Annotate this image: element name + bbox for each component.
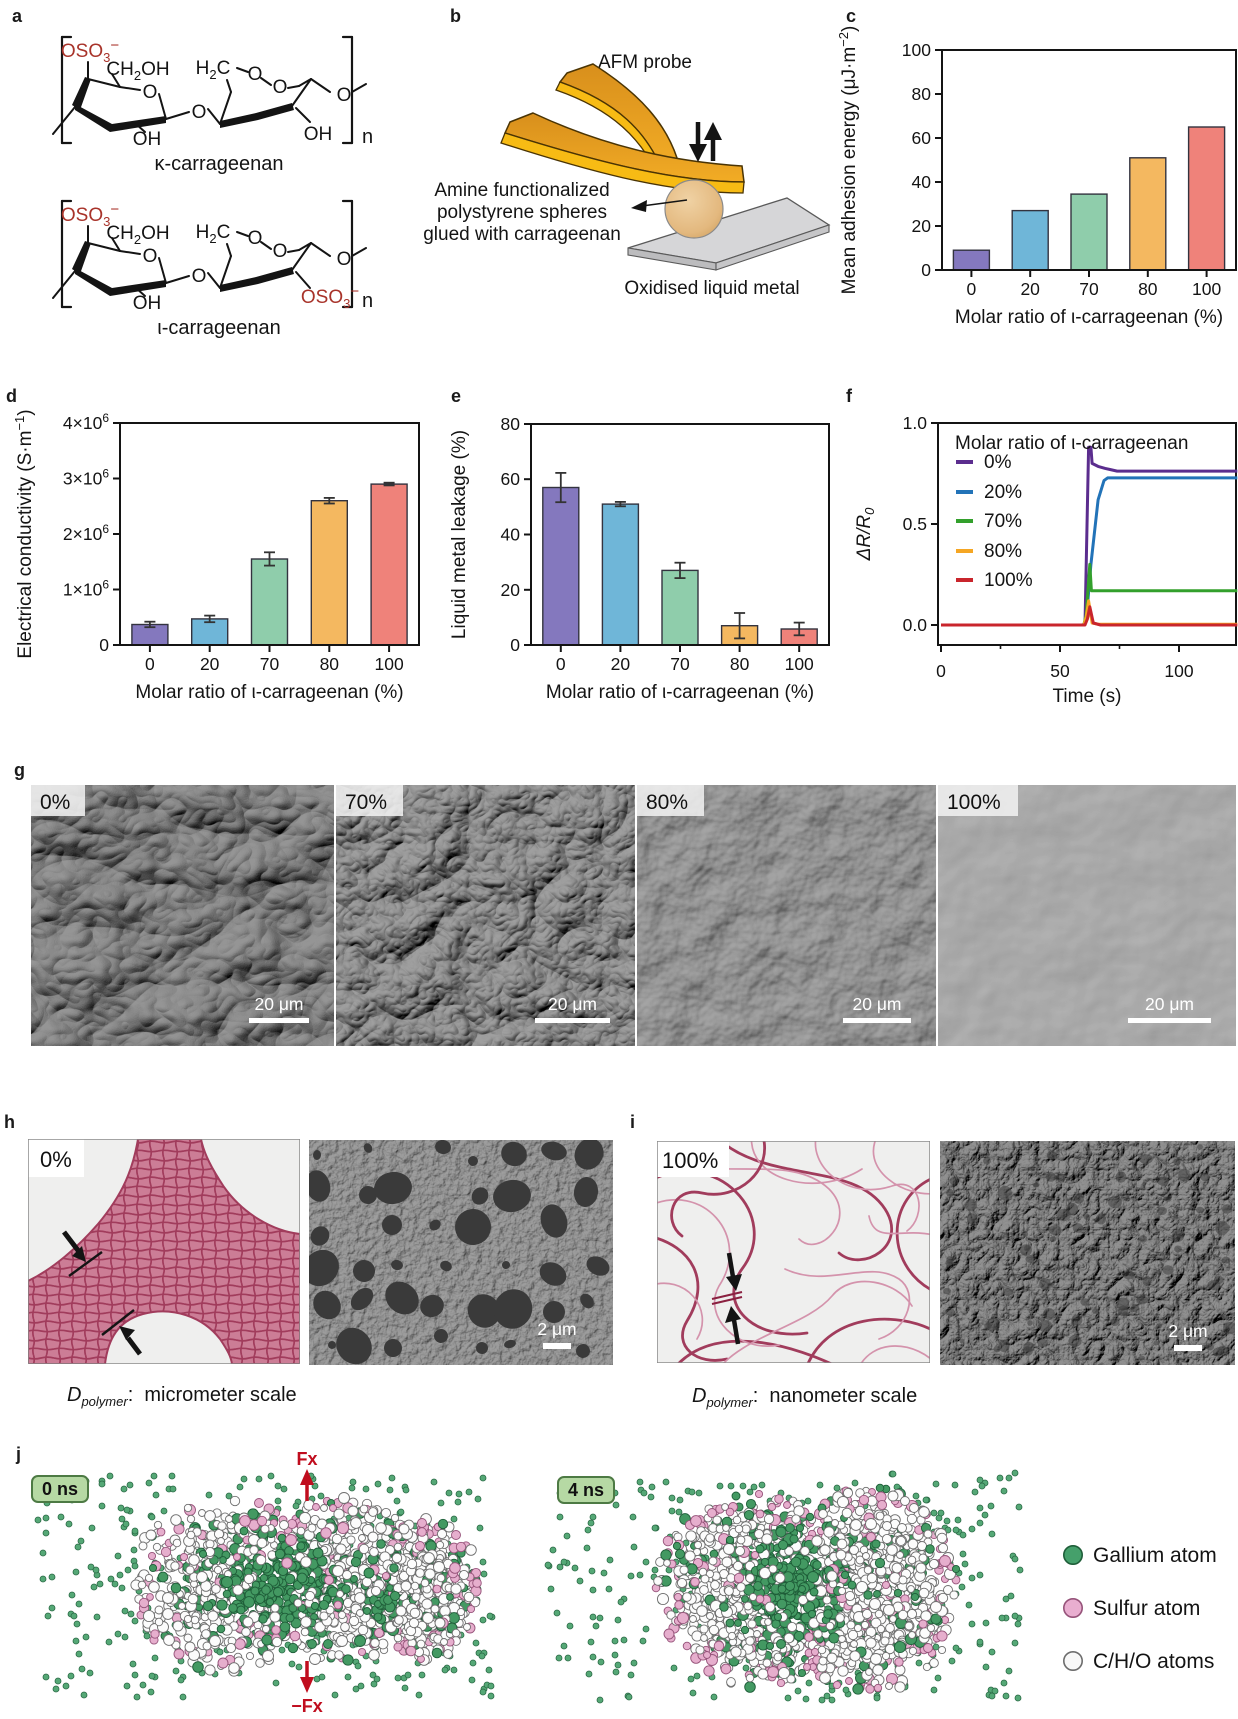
svg-text:0.0: 0.0 xyxy=(903,615,928,635)
svg-text:80%: 80% xyxy=(984,541,1022,562)
svg-text:Electrical conductivity (S·m−1: Electrical conductivity (S·m−1) xyxy=(12,409,36,658)
svg-text:40: 40 xyxy=(912,172,932,192)
svg-text:OSO3−: OSO3− xyxy=(301,283,359,311)
svg-text:0: 0 xyxy=(510,635,520,655)
svg-text:80: 80 xyxy=(730,654,750,674)
svg-text:70: 70 xyxy=(1079,279,1099,299)
svg-text:0%: 0% xyxy=(40,791,70,814)
svg-text:Gallium atom: Gallium atom xyxy=(1093,1544,1217,1567)
svg-text:ΔR/R0: ΔR/R0 xyxy=(854,507,877,561)
svg-text:100: 100 xyxy=(785,654,814,674)
svg-text:80: 80 xyxy=(1138,279,1158,299)
svg-text:H2C: H2C xyxy=(196,58,231,82)
svg-text:4 ns: 4 ns xyxy=(568,1480,604,1500)
svg-text:100%: 100% xyxy=(984,570,1033,591)
svg-text:80: 80 xyxy=(501,414,521,434)
svg-text:0: 0 xyxy=(936,661,946,681)
svg-text:O: O xyxy=(192,102,207,123)
svg-text:60: 60 xyxy=(501,469,521,489)
svg-text:2 μm: 2 μm xyxy=(537,1319,576,1339)
svg-text:100%: 100% xyxy=(947,791,1001,814)
svg-text:OSO3−: OSO3− xyxy=(61,37,119,65)
svg-text:O: O xyxy=(248,228,263,249)
svg-text:3×106: 3×106 xyxy=(63,467,109,489)
svg-text:80: 80 xyxy=(320,654,340,674)
svg-text:Mean adhesion energy (μJ·m−2): Mean adhesion energy (μJ·m−2) xyxy=(836,26,860,295)
svg-text:O: O xyxy=(337,249,352,270)
svg-text:Molar ratio of ι-carrageenan (: Molar ratio of ι-carrageenan (%) xyxy=(546,682,814,703)
svg-text:OH: OH xyxy=(304,124,333,145)
svg-text:O: O xyxy=(143,246,158,267)
svg-text:2×106: 2×106 xyxy=(63,522,109,544)
svg-text:40: 40 xyxy=(501,525,521,545)
svg-text:0: 0 xyxy=(921,260,931,280)
svg-text:C/H/O atoms: C/H/O atoms xyxy=(1093,1650,1214,1673)
svg-text:Oxidised liquid metal: Oxidised liquid metal xyxy=(624,278,799,299)
svg-text:80%: 80% xyxy=(646,791,688,814)
svg-text:20: 20 xyxy=(912,216,932,236)
svg-text:CH2OH: CH2OH xyxy=(106,59,169,83)
svg-text:20 μm: 20 μm xyxy=(1145,994,1194,1014)
svg-text:20 μm: 20 μm xyxy=(548,994,597,1014)
svg-text:100: 100 xyxy=(1192,279,1221,299)
svg-text:Fx: Fx xyxy=(296,1449,317,1469)
svg-text:AFM probe: AFM probe xyxy=(598,52,692,73)
svg-text:20: 20 xyxy=(611,654,631,674)
svg-text:Molar ratio of ι-carrageenan: Molar ratio of ι-carrageenan xyxy=(955,433,1188,454)
svg-text:80: 80 xyxy=(912,84,932,104)
svg-text:0.5: 0.5 xyxy=(903,514,927,534)
svg-text:1×106: 1×106 xyxy=(63,578,109,600)
svg-text:4×106: 4×106 xyxy=(63,411,109,433)
svg-text:1.0: 1.0 xyxy=(903,413,928,433)
svg-text:20: 20 xyxy=(501,580,521,600)
svg-text:20: 20 xyxy=(1020,279,1040,299)
svg-text:50: 50 xyxy=(1050,661,1070,681)
svg-text:100%: 100% xyxy=(662,1148,718,1173)
svg-text:100: 100 xyxy=(1164,661,1193,681)
svg-text:H2C: H2C xyxy=(196,222,231,246)
svg-text:70: 70 xyxy=(670,654,690,674)
svg-text:100: 100 xyxy=(902,40,931,60)
svg-text:−Fx: −Fx xyxy=(291,1696,323,1716)
svg-text:Amine functionalized: Amine functionalized xyxy=(434,180,609,201)
svg-text:n: n xyxy=(362,126,373,148)
svg-text:CH2OH: CH2OH xyxy=(106,223,169,247)
svg-text:glued with carrageenan: glued with carrageenan xyxy=(423,224,621,245)
svg-text:60: 60 xyxy=(912,128,932,148)
svg-text:OSO3−: OSO3− xyxy=(61,201,119,229)
svg-text:0%: 0% xyxy=(40,1147,72,1172)
svg-text:O: O xyxy=(273,241,288,262)
svg-text:0: 0 xyxy=(145,654,155,674)
svg-text:O: O xyxy=(192,266,207,287)
svg-text:OH: OH xyxy=(133,293,162,314)
svg-text:O: O xyxy=(273,77,288,98)
svg-text:70: 70 xyxy=(260,654,280,674)
svg-text:20%: 20% xyxy=(984,482,1022,503)
svg-text:Liquid metal leakage (%): Liquid metal leakage (%) xyxy=(449,430,470,639)
svg-text:Time (s): Time (s) xyxy=(1053,686,1122,707)
svg-text:0 ns: 0 ns xyxy=(42,1479,78,1499)
svg-text:n: n xyxy=(362,290,373,312)
svg-text:Sulfur atom: Sulfur atom xyxy=(1093,1597,1200,1620)
svg-text:0: 0 xyxy=(99,635,109,655)
svg-text:70%: 70% xyxy=(345,791,387,814)
svg-text:0: 0 xyxy=(556,654,566,674)
svg-text:20: 20 xyxy=(200,654,220,674)
svg-text:O: O xyxy=(143,82,158,103)
svg-text:κ-carrageenan: κ-carrageenan xyxy=(155,153,284,175)
svg-text:polystyrene spheres: polystyrene spheres xyxy=(437,202,607,223)
svg-text:2 μm: 2 μm xyxy=(1168,1321,1207,1341)
svg-text:0: 0 xyxy=(967,279,977,299)
svg-text:O: O xyxy=(337,85,352,106)
svg-text:100: 100 xyxy=(374,654,403,674)
svg-text:OH: OH xyxy=(133,129,162,150)
svg-text:0%: 0% xyxy=(984,452,1012,473)
svg-text:O: O xyxy=(248,64,263,85)
svg-text:ι-carrageenan: ι-carrageenan xyxy=(157,317,280,339)
svg-text:20 μm: 20 μm xyxy=(853,994,902,1014)
svg-text:Molar ratio of ι-carrageenan (: Molar ratio of ι-carrageenan (%) xyxy=(955,307,1223,328)
svg-text:20 μm: 20 μm xyxy=(255,994,304,1014)
svg-text:Molar ratio of ι-carrageenan (: Molar ratio of ι-carrageenan (%) xyxy=(135,682,403,703)
svg-text:70%: 70% xyxy=(984,511,1022,532)
